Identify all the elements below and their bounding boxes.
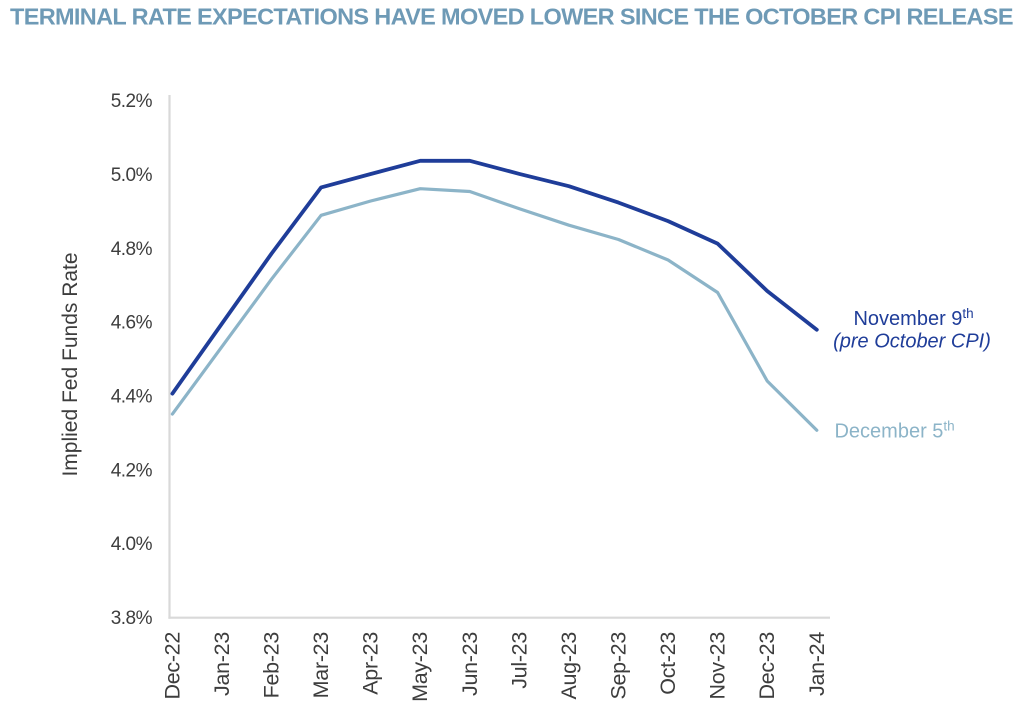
svg-text:May-23: May-23 [408, 632, 432, 702]
svg-text:Dec-22: Dec-22 [160, 632, 184, 700]
svg-text:Oct-23: Oct-23 [656, 632, 680, 695]
svg-text:Jan-24: Jan-24 [805, 632, 829, 696]
svg-text:Jul-23: Jul-23 [507, 632, 531, 689]
svg-text:Jan-23: Jan-23 [210, 632, 234, 696]
svg-text:5.2%: 5.2% [111, 91, 153, 112]
svg-text:3.8%: 3.8% [111, 608, 153, 629]
svg-text:Dec-23: Dec-23 [755, 632, 779, 700]
svg-text:4.0%: 4.0% [111, 534, 153, 555]
svg-text:4.6%: 4.6% [111, 313, 153, 334]
svg-text:December 5th: December 5th [834, 418, 954, 443]
svg-text:November 9th: November 9th [853, 306, 973, 331]
svg-text:Mar-23: Mar-23 [309, 632, 333, 699]
svg-text:(pre October CPI): (pre October CPI) [833, 331, 991, 353]
svg-text:4.2%: 4.2% [111, 460, 153, 481]
svg-text:TERMINAL RATE EXPECTATIONS HAV: TERMINAL RATE EXPECTATIONS HAVE MOVED LO… [10, 3, 1013, 29]
svg-text:Nov-23: Nov-23 [706, 632, 730, 700]
svg-text:Sep-23: Sep-23 [607, 632, 631, 700]
svg-text:5.0%: 5.0% [111, 165, 153, 186]
svg-text:Aug-23: Aug-23 [557, 632, 581, 700]
svg-text:Feb-23: Feb-23 [260, 632, 284, 699]
svg-text:Implied Fed Funds Rate: Implied Fed Funds Rate [59, 252, 82, 476]
svg-text:Jun-23: Jun-23 [458, 632, 482, 696]
svg-text:4.4%: 4.4% [111, 387, 153, 408]
svg-text:4.8%: 4.8% [111, 239, 153, 260]
svg-text:Apr-23: Apr-23 [359, 632, 383, 695]
